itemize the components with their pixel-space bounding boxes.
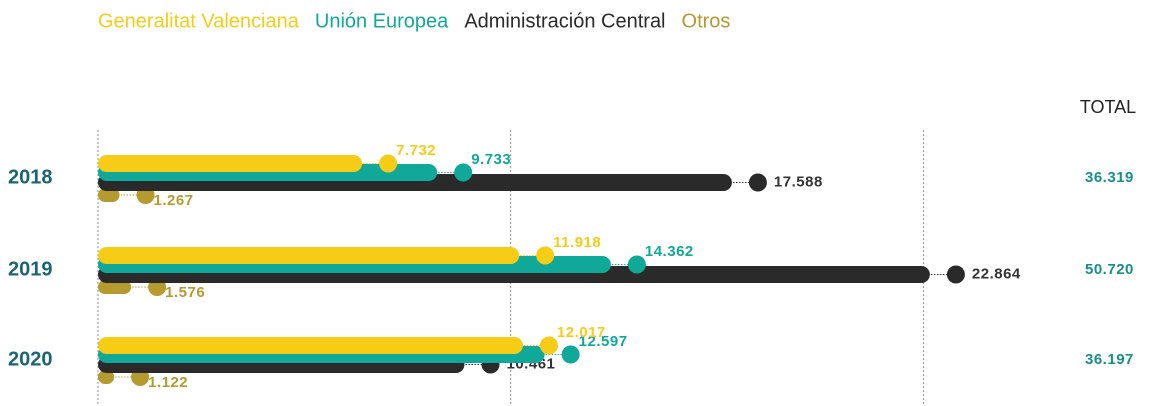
bar-body: [98, 188, 120, 202]
value-label: 22.864: [972, 265, 1021, 282]
bar: [98, 154, 398, 173]
bar-dot: [561, 345, 580, 364]
bar-dot: [539, 336, 558, 355]
bar-dot: [454, 163, 473, 182]
bar-dot: [946, 265, 965, 284]
value-label: 12.017: [557, 324, 606, 341]
bar-body: [98, 155, 363, 172]
year-label: 2018: [8, 166, 53, 188]
value-label: 9.733: [471, 151, 511, 168]
value-label: 1.267: [154, 192, 194, 209]
total-label: 50.720: [1085, 261, 1134, 278]
bar-body: [98, 370, 115, 384]
total-label: 36.319: [1085, 169, 1134, 186]
total-label: 36.197: [1085, 351, 1134, 368]
legend-item: Generalitat Valenciana: [98, 10, 300, 32]
value-label: 1.576: [165, 284, 205, 301]
value-label: 11.918: [553, 234, 601, 251]
bar-body: [98, 337, 523, 354]
bar-dot: [536, 246, 555, 265]
year-label: 2019: [8, 258, 53, 280]
legend-item: Unión Europea: [315, 10, 449, 32]
value-label: 14.362: [645, 243, 694, 260]
bar-dot: [627, 255, 646, 274]
legend-item: Otros: [682, 10, 731, 32]
value-label: 1.122: [148, 374, 188, 391]
totals-header: TOTAL: [1080, 97, 1136, 117]
bar-body: [98, 280, 132, 294]
bar: [98, 336, 558, 355]
legend-item: Administración Central: [464, 10, 665, 32]
bar-dot: [379, 154, 398, 173]
value-label: 7.732: [396, 142, 436, 159]
bar: [98, 246, 555, 265]
value-label: 17.588: [774, 173, 823, 190]
value-label: 12.597: [579, 333, 628, 350]
bar-body: [98, 247, 520, 264]
year-label: 2020: [8, 348, 53, 370]
bar-dot: [748, 173, 767, 192]
legend: Generalitat Valenciana Unión Europea Admin…: [98, 10, 730, 32]
